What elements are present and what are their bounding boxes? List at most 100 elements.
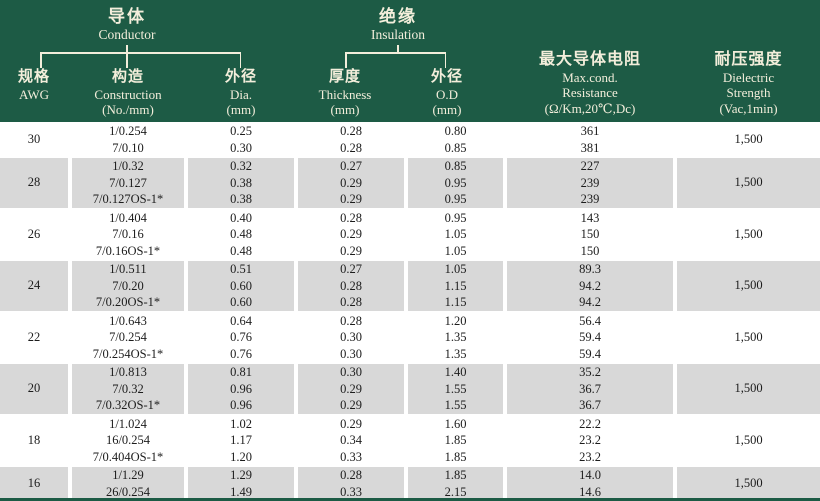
dia-value: 0.38 [230,192,252,206]
construction-value: 7/0.404OS-1* [92,449,164,464]
dielectric-value: 1,500 [734,476,763,490]
cell-od: 1.40 1.55 1.55 [408,364,503,414]
cell-awg: 20 [0,364,68,414]
thickness-value: 0.33 [340,449,362,464]
insulation-label-zh: 绝缘 [379,7,417,26]
conductor-label-en: Conductor [98,27,156,42]
awg-label-en: AWG [18,87,49,102]
od-value: 1.55 [444,398,467,412]
thickness-value: 0.29 [340,381,362,396]
dia-value: 1.02 [230,416,252,431]
table-row-awg-28: 28 1/0.32 7/0.127 7/0.127OS-1* 0.32 0.38 0.38 0… [0,158,820,208]
conductor-bracket-stub-left [40,52,42,68]
dielectric-value: 1,500 [734,175,763,190]
cell-thickness: 0.29 0.34 0.33 [298,416,404,466]
construction-value: 7/0.16 [112,227,144,241]
dielectric-value: 1,500 [734,381,763,396]
od-value: 0.95 [444,192,467,206]
od-value: 1.15 [444,295,467,309]
cell-dia: 1.02 1.17 1.20 [188,416,294,466]
conductor-bracket-bar [40,52,241,54]
conductor-bracket-stem [126,45,128,53]
cell-awg: 16 [0,467,68,500]
thickness-value: 0.28 [340,313,362,328]
insulation-bracket-stub-left [345,52,347,68]
insulation-label-en: Insulation [371,27,425,42]
resistance-label-en: Max.cond. [562,70,618,85]
thickness-value: 0.27 [340,159,362,173]
dielectric-label-en2: Strength [726,84,771,100]
cell-resistance: 361 381 [507,123,673,156]
awg-value: 18 [27,432,41,447]
thickness-value: 0.29 [340,175,362,190]
od-value: 1.60 [444,416,467,431]
cell-construction: 1/0.32 7/0.127 7/0.127OS-1* [72,158,184,208]
table-row-awg-20: 20 1/0.813 7/0.32 7/0.32OS-1* 0.81 0.96 0.96 0.… [0,364,820,414]
od-value: 0.80 [444,124,467,138]
construction-value: 7/0.20OS-1* [95,295,161,309]
dielectric-value: 1,500 [734,329,763,344]
cell-od: 1.20 1.35 1.35 [408,313,503,363]
resistance-value: 143 [580,210,600,225]
construction-value: 1/1.024 [109,416,147,431]
construction-value: 1/0.511 [109,262,147,276]
col-header-thickness: 厚度 Thickness (mm) [295,68,395,117]
cell-resistance: 14.0 14.6 [507,467,673,500]
dia-value: 0.96 [230,381,252,396]
thickness-value: 0.29 [340,192,362,206]
resistance-value: 35.2 [579,365,601,379]
dielectric-value: 1,500 [734,432,763,447]
table-header: 导体 Conductor 绝缘 Insulation 规格 AWG 构造 Con… [0,0,820,122]
thickness-value: 0.30 [340,346,362,361]
insulation-bracket-bar [345,52,446,54]
resistance-value: 22.2 [579,416,601,431]
conductor-bracket-stub-right [239,52,241,68]
od-value: 1.05 [444,243,467,258]
od-value: 0.95 [444,175,467,190]
cell-od: 1.60 1.85 1.85 [408,416,503,466]
dia-value: 0.40 [230,210,252,225]
resistance-value: 56.4 [579,313,601,328]
table-body: 30 1/0.254 7/0.10 0.25 0.30 0.28 0.28 0.80 0.85 3… [0,122,820,501]
cell-od: 1.85 2.15 [408,467,503,500]
awg-value: 26 [27,226,41,241]
resistance-value: 150 [580,243,600,258]
resistance-value: 227 [580,159,600,173]
cell-awg: 30 [0,123,68,156]
thickness-value: 0.33 [340,484,362,499]
awg-value: 24 [27,278,41,293]
construction-label-en: Construction [94,87,162,102]
resistance-value: 23.2 [579,449,601,464]
dia-label-unit: (mm) [226,102,256,117]
construction-value: 1/1.29 [112,468,144,482]
dia-value: 0.51 [230,262,252,276]
col-header-dielectric: 耐压强度 Dielectric Strength (Vac,1min) [677,48,820,117]
cell-dia: 0.81 0.96 0.96 [188,364,294,414]
col-header-od: 外径 O.D (mm) [400,68,494,117]
cell-resistance: 56.4 59.4 59.4 [507,313,673,363]
insulation-bracket-stem [397,45,399,53]
cell-dia: 0.64 0.76 0.76 [188,313,294,363]
resistance-value: 361 [580,124,600,138]
thickness-value: 0.27 [340,262,362,276]
col-header-construction: 构造 Construction (No./mm) [72,68,184,117]
cell-awg: 18 [0,416,68,466]
dia-value: 0.32 [230,159,252,173]
od-value: 1.85 [444,468,467,482]
thickness-value: 0.29 [340,416,362,431]
cell-thickness: 0.28 0.30 0.30 [298,313,404,363]
table-row-awg-24: 24 1/0.511 7/0.20 7/0.20OS-1* 0.51 0.60 0.60 0.… [0,261,820,311]
cell-dielectric: 1,500 [677,467,820,500]
construction-value: 26/0.254 [105,484,151,499]
od-value: 1.20 [444,313,467,328]
construction-value: 16/0.254 [105,433,151,447]
resistance-value: 94.2 [579,295,601,309]
dia-value: 0.64 [230,313,252,328]
dia-value: 0.76 [230,346,252,361]
resistance-value: 239 [580,175,600,190]
group-header-insulation: 绝缘 Insulation [298,6,498,42]
cell-dia: 0.25 0.30 [188,123,294,156]
cell-construction: 1/1.29 26/0.254 [72,467,184,500]
construction-value: 7/0.32 [112,381,144,396]
